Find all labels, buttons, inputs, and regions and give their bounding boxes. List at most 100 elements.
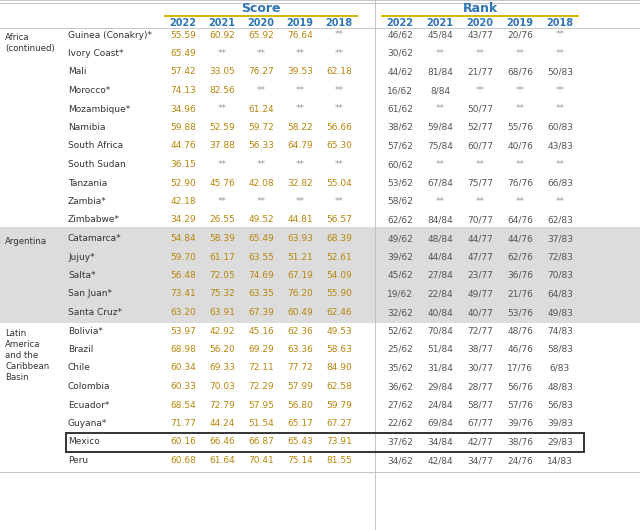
Text: **: ** <box>476 197 484 206</box>
Text: Morocco*: Morocco* <box>68 86 110 95</box>
Text: Chile: Chile <box>68 364 91 373</box>
Text: Namibia: Namibia <box>68 123 106 132</box>
Text: 43/83: 43/83 <box>547 142 573 151</box>
Text: **: ** <box>218 104 227 113</box>
Text: 6/83: 6/83 <box>550 364 570 373</box>
Text: 64/76: 64/76 <box>507 216 533 225</box>
Text: 44/84: 44/84 <box>427 252 453 261</box>
Text: 39/62: 39/62 <box>387 252 413 261</box>
Text: 54.84: 54.84 <box>170 234 196 243</box>
Text: **: ** <box>335 160 344 169</box>
Text: Tanzania: Tanzania <box>68 179 108 188</box>
Text: **: ** <box>296 49 305 58</box>
Text: **: ** <box>556 31 564 40</box>
Text: 59/84: 59/84 <box>427 123 453 132</box>
Text: 49/62: 49/62 <box>387 234 413 243</box>
Text: 22/62: 22/62 <box>387 419 413 428</box>
Text: 52.61: 52.61 <box>326 252 352 261</box>
Text: Rank: Rank <box>462 3 498 15</box>
Text: Mali: Mali <box>68 67 86 76</box>
Text: **: ** <box>435 49 445 58</box>
Text: Ecuador*: Ecuador* <box>68 401 109 410</box>
Text: Santa Cruz*: Santa Cruz* <box>68 308 122 317</box>
Text: 57.95: 57.95 <box>248 401 274 410</box>
Text: 51.21: 51.21 <box>287 252 313 261</box>
Text: 39.53: 39.53 <box>287 67 313 76</box>
Text: 69/84: 69/84 <box>427 419 453 428</box>
Text: 66.87: 66.87 <box>248 437 274 446</box>
Text: 60.33: 60.33 <box>170 382 196 391</box>
Text: 76/76: 76/76 <box>507 179 533 188</box>
Text: 59.72: 59.72 <box>248 123 274 132</box>
Text: 30/62: 30/62 <box>387 49 413 58</box>
Text: 48/83: 48/83 <box>547 382 573 391</box>
Text: 2018: 2018 <box>547 18 573 28</box>
Text: 60/83: 60/83 <box>547 123 573 132</box>
Text: 53.97: 53.97 <box>170 326 196 335</box>
Text: **: ** <box>296 104 305 113</box>
Text: 63.93: 63.93 <box>287 234 313 243</box>
Text: 59.79: 59.79 <box>326 401 352 410</box>
Text: 19/62: 19/62 <box>387 289 413 298</box>
Text: 45/62: 45/62 <box>387 271 413 280</box>
Text: 48/84: 48/84 <box>427 234 453 243</box>
Text: 35/62: 35/62 <box>387 364 413 373</box>
Text: 59.70: 59.70 <box>170 252 196 261</box>
Text: 55/76: 55/76 <box>507 123 533 132</box>
Text: 56.20: 56.20 <box>209 345 235 354</box>
Text: 64/83: 64/83 <box>547 289 573 298</box>
Text: 61/62: 61/62 <box>387 104 413 113</box>
Text: 61.17: 61.17 <box>209 252 235 261</box>
Text: **: ** <box>257 86 266 95</box>
Text: 58.63: 58.63 <box>326 345 352 354</box>
Text: 62.18: 62.18 <box>326 67 352 76</box>
Text: 2018: 2018 <box>325 18 353 28</box>
Text: 67.27: 67.27 <box>326 419 352 428</box>
Text: 55.90: 55.90 <box>326 289 352 298</box>
Text: **: ** <box>515 49 525 58</box>
Text: 34.29: 34.29 <box>170 216 196 225</box>
Text: 62/76: 62/76 <box>507 252 533 261</box>
Text: 2021: 2021 <box>209 18 236 28</box>
Text: **: ** <box>476 49 484 58</box>
Text: Salta*: Salta* <box>68 271 95 280</box>
Text: 72.05: 72.05 <box>209 271 235 280</box>
Text: 58/77: 58/77 <box>467 401 493 410</box>
Text: 2019: 2019 <box>506 18 534 28</box>
Text: 60/62: 60/62 <box>387 160 413 169</box>
Text: 58/62: 58/62 <box>387 197 413 206</box>
Text: 53/62: 53/62 <box>387 179 413 188</box>
Text: 75.32: 75.32 <box>209 289 235 298</box>
Text: 77.72: 77.72 <box>287 364 313 373</box>
Text: 46/62: 46/62 <box>387 31 413 40</box>
Text: 60.68: 60.68 <box>170 456 196 465</box>
Text: 65.43: 65.43 <box>287 437 313 446</box>
Text: 57.42: 57.42 <box>170 67 196 76</box>
Text: 55.59: 55.59 <box>170 31 196 40</box>
Text: 38/77: 38/77 <box>467 345 493 354</box>
Text: 82.56: 82.56 <box>209 86 235 95</box>
Text: **: ** <box>296 86 305 95</box>
Text: 63.55: 63.55 <box>248 252 274 261</box>
Text: 66/83: 66/83 <box>547 179 573 188</box>
Text: **: ** <box>335 197 344 206</box>
Text: Score: Score <box>241 3 281 15</box>
Text: South Sudan: South Sudan <box>68 160 125 169</box>
Text: 63.20: 63.20 <box>170 308 196 317</box>
Text: 60.49: 60.49 <box>287 308 313 317</box>
Text: 68/76: 68/76 <box>507 67 533 76</box>
Text: **: ** <box>476 160 484 169</box>
Text: **: ** <box>257 160 266 169</box>
Text: 8/84: 8/84 <box>430 86 450 95</box>
Text: 62.58: 62.58 <box>326 382 352 391</box>
Text: 75/84: 75/84 <box>427 142 453 151</box>
Text: 17/76: 17/76 <box>507 364 533 373</box>
Text: 52.90: 52.90 <box>170 179 196 188</box>
Text: 70/77: 70/77 <box>467 216 493 225</box>
Text: South Africa: South Africa <box>68 142 123 151</box>
Text: 32/62: 32/62 <box>387 308 413 317</box>
Text: 59.88: 59.88 <box>170 123 196 132</box>
Text: Zimbabwe*: Zimbabwe* <box>68 216 120 225</box>
Text: **: ** <box>556 49 564 58</box>
Text: **: ** <box>435 160 445 169</box>
